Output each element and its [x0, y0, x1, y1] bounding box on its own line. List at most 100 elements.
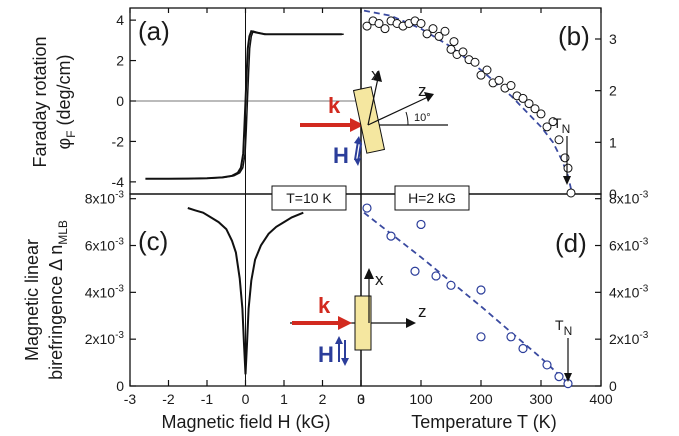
inset-mlb-z-arrowhead	[406, 318, 416, 328]
panel-b-label: (b)	[558, 21, 590, 51]
panel-d-point	[476, 285, 486, 295]
panel-b-point	[428, 24, 438, 34]
panel-d-point	[410, 266, 420, 276]
inset-faraday-H-arrowhead-down	[354, 158, 361, 166]
panel-b-point	[554, 135, 564, 145]
panel-b-point	[536, 109, 546, 119]
y-title-bottom: Magnetic linear birefringence Δ nMLB	[22, 220, 70, 380]
inset-mlb-H-label: H	[318, 342, 334, 367]
panel-d-point	[446, 280, 456, 290]
panel-a-label: (a)	[138, 16, 170, 46]
panel-b-point	[563, 163, 573, 173]
inset-mlb-z-label: z	[418, 302, 427, 321]
panel-d-point	[431, 271, 441, 281]
panel-b-point	[380, 24, 390, 34]
tick-label-a-y: 4	[116, 12, 124, 28]
inset-faraday-x-arrowhead	[373, 70, 382, 82]
panel-b-point	[506, 81, 516, 90]
inset-faraday-k-label: k	[328, 93, 341, 118]
tick-label-a-y: -2	[112, 133, 125, 149]
tn-arrowhead-d	[564, 373, 572, 382]
tick-label-left-x: 2	[319, 391, 327, 407]
inset-faraday-H-arrowhead-up	[354, 136, 362, 145]
tick-label-a-y: -4	[112, 174, 125, 190]
panel-a-curve	[145, 29, 342, 180]
panel-d-point	[518, 343, 528, 354]
tick-label-left-x: 1	[280, 391, 288, 407]
tick-label-d-y: 6x10-3	[609, 237, 649, 254]
tick-label-left-x: -1	[201, 391, 214, 407]
panel-d-label: (d)	[555, 228, 587, 258]
panel-d-point	[506, 332, 516, 342]
tick-label-c-y: 8x10-3	[85, 190, 125, 207]
panel-d-point	[542, 360, 552, 370]
panel-d-point	[386, 231, 396, 241]
panel-b-point	[416, 19, 426, 28]
panel-b-point	[374, 19, 384, 28]
inset-faraday-k-arrowhead	[350, 118, 364, 132]
panel-b-point	[494, 75, 504, 85]
y-title-bottom-line2: birefringence Δ nMLB	[46, 220, 70, 380]
tick-label-left-x: 0	[242, 391, 250, 407]
inset-faraday-angle-label: 10°	[414, 112, 431, 124]
panel-b-point	[542, 122, 552, 132]
panel-a-curve-return	[147, 30, 344, 180]
panel-b-fit-line	[363, 9, 574, 195]
tick-label-left-x: -2	[162, 391, 175, 407]
inset-faraday-H-arrow-up	[354, 140, 359, 161]
x-title-left: Magnetic field H (kG)	[161, 412, 330, 432]
inset-faraday-H-label: H	[333, 143, 349, 168]
panel-b-point	[476, 70, 486, 80]
tick-label-left-x: 3	[357, 391, 365, 407]
tick-label-d-y: 4x10-3	[609, 283, 649, 300]
tn-label-d: TN	[555, 317, 572, 338]
panel-d-point	[362, 203, 372, 213]
y-title-top-line1: Faraday rotation	[30, 36, 50, 167]
panel-b-point	[482, 65, 492, 75]
inset-faraday-angle-arc	[405, 111, 409, 126]
tick-label-right-x: 0	[357, 391, 365, 407]
inset-mlb-H-arrowhead-up	[335, 336, 343, 344]
temp-condition-label: T=10 K	[286, 190, 332, 206]
tick-label-a-y: 0	[116, 93, 124, 109]
tick-label-left-x: -3	[124, 391, 137, 407]
tick-layer: -4 -2 0 2 4 0 2x10-3 4x10-3 6x10-3 8x10-3 -3 -2 -1 0 1…	[85, 8, 649, 407]
panel-d-point	[554, 372, 564, 382]
panel-b-point	[362, 21, 372, 31]
tick-label-b-y: 3	[609, 31, 617, 47]
inset-mlb-x-label: x	[375, 270, 384, 289]
y-title-top: Faraday rotation φF (deg/cm)	[30, 36, 78, 167]
tick-label-right-x: 200	[469, 391, 493, 407]
tick-label-d-y: 2x10-3	[609, 330, 649, 347]
panel-b-point	[434, 31, 444, 41]
tick-label-c-y: 0	[116, 378, 124, 394]
tick-label-d-y: 8x10-3	[609, 190, 649, 207]
tick-label-c-y: 2x10-3	[85, 330, 125, 347]
panel-b-point	[440, 26, 450, 36]
inset-faraday: k x z 10° H	[300, 65, 448, 168]
inset-mlb-sample	[354, 295, 372, 351]
inset-faraday-z-arrowhead	[424, 92, 434, 102]
inset-mlb: z k x H	[290, 268, 427, 367]
tick-label-right-x: 100	[409, 391, 433, 407]
tick-label-c-y: 4x10-3	[85, 283, 125, 300]
inset-faraday-x-axis	[367, 77, 379, 126]
x-title-right: Temperature T (K)	[411, 412, 556, 432]
panel-b-point	[530, 104, 540, 114]
panel-b-point	[566, 188, 576, 198]
panel-b-point	[470, 57, 480, 67]
panel-b-point	[518, 93, 528, 103]
inset-mlb-k-arrowhead	[338, 316, 352, 330]
series-layer	[145, 9, 576, 389]
tick-label-d-y: 0	[609, 378, 617, 394]
inset-faraday-x-label: x	[371, 65, 380, 84]
panel-b-point	[449, 37, 459, 47]
inset-mlb-k-label: k	[318, 293, 331, 318]
inset-mlb-H-arrowhead-down	[341, 358, 349, 366]
panel-d-point	[416, 219, 426, 230]
panel-b-point	[524, 99, 534, 109]
tn-arrowhead-b	[563, 176, 571, 185]
panel-b-point	[560, 153, 570, 163]
panel-b-point	[446, 44, 456, 54]
